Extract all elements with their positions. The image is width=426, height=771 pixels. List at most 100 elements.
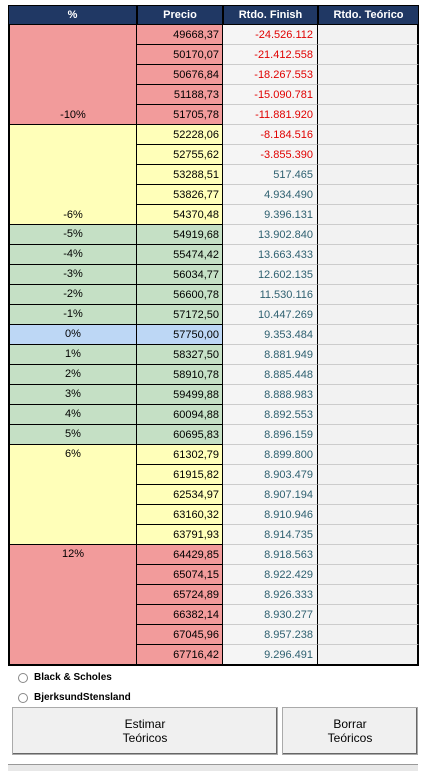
theoretical-cell [318,445,419,465]
percent-cell: 1% [8,345,137,365]
header-cell: % [8,5,137,25]
estimate-button[interactable]: Estimar Teóricos [12,707,278,755]
theoretical-cell [318,485,419,505]
theoretical-cell [318,505,419,525]
finish-cell: 13.902.840 [223,225,318,245]
theoretical-cell [318,565,419,585]
price-cell: 55474,42 [137,245,223,265]
theoretical-cell [318,385,419,405]
finish-cell: -15.090.781 [223,85,318,105]
finish-cell: 8.910.946 [223,505,318,525]
percent-cell: -6% [8,125,137,225]
price-cell: 58327,50 [137,345,223,365]
theoretical-cell [318,545,419,565]
finish-cell: 8.930.277 [223,605,318,625]
theoretical-cell [318,65,419,85]
finish-cell: 8.907.194 [223,485,318,505]
table-border [8,664,419,666]
finish-cell: 8.896.159 [223,425,318,445]
price-cell: 61915,82 [137,465,223,485]
price-cell: 56034,77 [137,265,223,285]
finish-cell: 12.602.135 [223,265,318,285]
finish-cell: 8.892.553 [223,405,318,425]
theoretical-cell [318,405,419,425]
finish-cell: 4.934.490 [223,185,318,205]
price-cell: 52228,06 [137,125,223,145]
finish-cell: -8.184.516 [223,125,318,145]
radio-option[interactable]: BjerksundStensland [18,692,131,703]
theoretical-cell [318,265,419,285]
price-cell: 51705,78 [137,105,223,125]
theoretical-cell [318,345,419,365]
finish-cell: 11.530.116 [223,285,318,305]
finish-cell: 8.922.429 [223,565,318,585]
button-line: Estimar [124,717,166,731]
price-cell: 60094,88 [137,405,223,425]
finish-cell: 8.926.333 [223,585,318,605]
percent-cell: 3% [8,385,137,405]
price-cell: 66382,14 [137,605,223,625]
percent-cell: 4% [8,405,137,425]
finish-cell: -24.526.112 [223,25,318,45]
finish-cell: -3.855.390 [223,145,318,165]
percent-cell: 6% [8,445,137,545]
header-cell: Rtdo. Finish [223,5,318,25]
theoretical-cell [318,85,419,105]
price-cell: 67045,96 [137,625,223,645]
percent-cell: -3% [8,265,137,285]
price-cell: 62534,97 [137,485,223,505]
percent-cell: 0% [8,325,137,345]
finish-cell: -18.267.553 [223,65,318,85]
price-cell: 52755,62 [137,145,223,165]
theoretical-cell [318,465,419,485]
percent-cell: -2% [8,285,137,305]
price-cell: 61302,79 [137,445,223,465]
button-line: Teóricos [122,731,168,745]
finish-cell: -11.881.920 [223,105,318,125]
price-cell: 51188,73 [137,85,223,105]
finish-cell: 8.957.238 [223,625,318,645]
header-cell: Rtdo. Teórico [318,5,419,25]
percent-cell: 12% [8,545,137,665]
button-line: Teóricos [327,731,373,745]
price-cell: 50676,84 [137,65,223,85]
theoretical-cell [318,45,419,65]
theoretical-cell [318,605,419,625]
header-cell: Precio [137,5,223,25]
theoretical-cell [318,205,419,225]
finish-cell: 517.465 [223,165,318,185]
price-cell: 58910,78 [137,365,223,385]
finish-cell: 10.447.269 [223,305,318,325]
price-cell: 64429,85 [137,545,223,565]
theoretical-cell [318,145,419,165]
finish-cell: -21.412.558 [223,45,318,65]
price-cell: 49668,37 [137,25,223,45]
radio-option[interactable]: Black & Scholes [18,672,112,683]
button-line: Borrar [333,717,367,731]
finish-cell: 13.663.433 [223,245,318,265]
scrollbar [8,764,418,771]
price-cell: 63791,93 [137,525,223,545]
option-label: BjerksundStensland [34,692,131,703]
price-cell: 56600,78 [137,285,223,305]
percent-cell: -4% [8,245,137,265]
price-cell: 57172,50 [137,305,223,325]
theoretical-cell [318,525,419,545]
price-cell: 53288,51 [137,165,223,185]
percent-cell: 2% [8,365,137,385]
theoretical-cell [318,105,419,125]
theoretical-cell [318,245,419,265]
theoretical-cell [318,305,419,325]
theoretical-cell [318,325,419,345]
finish-cell: 9.353.484 [223,325,318,345]
theoretical-cell [318,285,419,305]
price-cell: 50170,07 [137,45,223,65]
price-cell: 63160,32 [137,505,223,525]
clear-button[interactable]: Borrar Teóricos [282,707,418,755]
theoretical-cell [318,425,419,445]
finish-cell: 8.903.479 [223,465,318,485]
price-cell: 59499,88 [137,385,223,405]
theoretical-cell [318,25,419,45]
theoretical-cell [318,185,419,205]
